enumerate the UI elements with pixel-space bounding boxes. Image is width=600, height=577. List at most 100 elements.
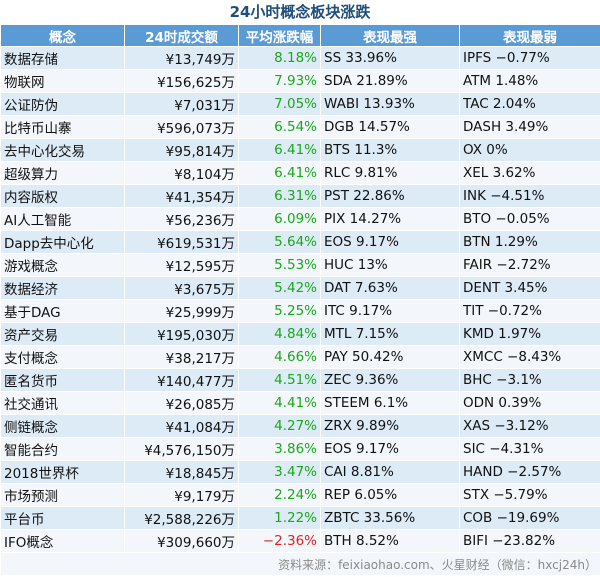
cell-concept: 支付概念 bbox=[0, 345, 125, 369]
cell-weakest: XMCC −8.43% bbox=[459, 345, 600, 369]
cell-concept: 资产交易 bbox=[0, 322, 125, 346]
cell-strongest: STEEM 6.1% bbox=[320, 391, 460, 415]
cell-weakest: FAIR −2.72% bbox=[459, 253, 600, 277]
cell-volume: ¥13,749万 bbox=[124, 46, 239, 70]
cell-strongest: EOS 9.17% bbox=[320, 437, 460, 461]
cell-strongest: EOS 9.17% bbox=[320, 230, 460, 254]
cell-strongest: ZEC 9.36% bbox=[320, 368, 460, 392]
page-title: 24小时概念板块涨跌 bbox=[229, 3, 371, 21]
cell-weakest: XAS −3.12% bbox=[459, 414, 600, 438]
cell-weakest: KMD 1.97% bbox=[459, 322, 600, 346]
cell-concept: 超级算力 bbox=[0, 161, 125, 185]
cell-strongest: PIX 14.27% bbox=[320, 207, 460, 231]
cell-weakest: TIT −0.72% bbox=[459, 299, 600, 323]
cell-weakest: SIC −4.31% bbox=[459, 437, 600, 461]
cell-change: 6.41% bbox=[238, 138, 321, 162]
cell-strongest: SDA 21.89% bbox=[320, 69, 460, 93]
source-row: 资料来源：feixiaohao.com、火星财经（微信：hxcj24h） bbox=[0, 552, 600, 576]
cell-volume: ¥25,999万 bbox=[124, 299, 239, 323]
cell-volume: ¥9,179万 bbox=[124, 483, 239, 507]
cell-volume: ¥7,031万 bbox=[124, 92, 239, 116]
cell-weakest: STX −5.79% bbox=[459, 483, 600, 507]
table-row: IFO概念 ¥309,660万 −2.36% BTH 8.52% BIFI −23.82… bbox=[0, 529, 600, 553]
cell-volume: ¥3,675万 bbox=[124, 276, 239, 300]
table-row: 数据存储 ¥13,749万 8.18% SS 33.96% IPFS −0.77% bbox=[0, 46, 600, 70]
cell-change: 6.41% bbox=[238, 161, 321, 185]
cell-strongest: SS 33.96% bbox=[320, 46, 460, 70]
table-row: 市场预测 ¥9,179万 2.24% REP 6.05% STX −5.79% bbox=[0, 483, 600, 507]
table-row: 去中心化交易 ¥95,814万 6.41% BTS 11.3% OX 0% bbox=[0, 138, 600, 162]
cell-concept: Dapp去中心化 bbox=[0, 230, 125, 254]
cell-volume: ¥56,236万 bbox=[124, 207, 239, 231]
cell-volume: ¥26,085万 bbox=[124, 391, 239, 415]
cell-change: 4.66% bbox=[238, 345, 321, 369]
cell-concept: 智能合约 bbox=[0, 437, 125, 461]
table-row: 匿名货币 ¥140,477万 4.51% ZEC 9.36% BHC −3.1% bbox=[0, 368, 600, 392]
cell-strongest: WABI 13.93% bbox=[320, 92, 460, 116]
table-row: 社交通讯 ¥26,085万 4.41% STEEM 6.1% ODN 0.39% bbox=[0, 391, 600, 415]
cell-change: 6.09% bbox=[238, 207, 321, 231]
cell-volume: ¥309,660万 bbox=[124, 529, 239, 553]
cell-concept: 数据经济 bbox=[0, 276, 125, 300]
cell-weakest: DENT 3.45% bbox=[459, 276, 600, 300]
cell-volume: ¥95,814万 bbox=[124, 138, 239, 162]
cell-weakest: OX 0% bbox=[459, 138, 600, 162]
cell-change: 4.51% bbox=[238, 368, 321, 392]
cell-concept: 平台币 bbox=[0, 506, 125, 530]
table-row: 基于DAG ¥25,999万 5.25% ITC 9.17% TIT −0.72% bbox=[0, 299, 600, 323]
cell-concept: AI人工智能 bbox=[0, 207, 125, 231]
table-row: 物联网 ¥156,625万 7.93% SDA 21.89% ATM 1.48% bbox=[0, 69, 600, 93]
cell-change: 4.27% bbox=[238, 414, 321, 438]
cell-strongest: PST 22.86% bbox=[320, 184, 460, 208]
cell-volume: ¥596,073万 bbox=[124, 115, 239, 139]
header-volume: 24时成交额 bbox=[124, 24, 239, 47]
cell-strongest: MTL 7.15% bbox=[320, 322, 460, 346]
cell-volume: ¥12,595万 bbox=[124, 253, 239, 277]
cell-weakest: INK −4.51% bbox=[459, 184, 600, 208]
cell-concept: 基于DAG bbox=[0, 299, 125, 323]
cell-change: 5.53% bbox=[238, 253, 321, 277]
cell-strongest: CAI 8.81% bbox=[320, 460, 460, 484]
cell-concept: 公证防伪 bbox=[0, 92, 125, 116]
table-row: AI人工智能 ¥56,236万 6.09% PIX 14.27% BTO −0.05% bbox=[0, 207, 600, 231]
cell-strongest: REP 6.05% bbox=[320, 483, 460, 507]
cell-strongest: RLC 9.81% bbox=[320, 161, 460, 185]
cell-change: 1.22% bbox=[238, 506, 321, 530]
header-concept: 概念 bbox=[0, 24, 125, 47]
cell-volume: ¥140,477万 bbox=[124, 368, 239, 392]
cell-concept: 去中心化交易 bbox=[0, 138, 125, 162]
cell-concept: 物联网 bbox=[0, 69, 125, 93]
header-strongest: 表现最强 bbox=[320, 24, 460, 47]
header-change: 平均涨跌幅 bbox=[238, 24, 321, 47]
cell-strongest: ZRX 9.89% bbox=[320, 414, 460, 438]
cell-change: −2.36% bbox=[238, 529, 321, 553]
cell-concept: 数据存储 bbox=[0, 46, 125, 70]
cell-change: 6.54% bbox=[238, 115, 321, 139]
cell-concept: 社交通讯 bbox=[0, 391, 125, 415]
cell-weakest: BTO −0.05% bbox=[459, 207, 600, 231]
cell-concept: IFO概念 bbox=[0, 529, 125, 553]
concept-table: 概念 24时成交额 平均涨跌幅 表现最强 表现最弱 数据存储 ¥13,749万 8.… bbox=[0, 24, 600, 576]
cell-change: 5.64% bbox=[238, 230, 321, 254]
cell-volume: ¥8,104万 bbox=[124, 161, 239, 185]
cell-concept: 内容版权 bbox=[0, 184, 125, 208]
cell-volume: ¥156,625万 bbox=[124, 69, 239, 93]
cell-weakest: DASH 3.49% bbox=[459, 115, 600, 139]
cell-strongest: BTH 8.52% bbox=[320, 529, 460, 553]
cell-weakest: TAC 2.04% bbox=[459, 92, 600, 116]
cell-strongest: BTS 11.3% bbox=[320, 138, 460, 162]
cell-change: 4.41% bbox=[238, 391, 321, 415]
cell-change: 7.05% bbox=[238, 92, 321, 116]
cell-concept: 游戏概念 bbox=[0, 253, 125, 277]
cell-volume: ¥2,588,226万 bbox=[124, 506, 239, 530]
cell-strongest: HUC 13% bbox=[320, 253, 460, 277]
header-row: 概念 24时成交额 平均涨跌幅 表现最强 表现最弱 bbox=[0, 24, 600, 47]
cell-strongest: DGB 14.57% bbox=[320, 115, 460, 139]
cell-change: 3.86% bbox=[238, 437, 321, 461]
cell-concept: 市场预测 bbox=[0, 483, 125, 507]
cell-concept: 比特币山寨 bbox=[0, 115, 125, 139]
cell-volume: ¥18,845万 bbox=[124, 460, 239, 484]
table-row: 比特币山寨 ¥596,073万 6.54% DGB 14.57% DASH 3.49% bbox=[0, 115, 600, 139]
cell-weakest: ODN 0.39% bbox=[459, 391, 600, 415]
cell-weakest: HAND −2.57% bbox=[459, 460, 600, 484]
